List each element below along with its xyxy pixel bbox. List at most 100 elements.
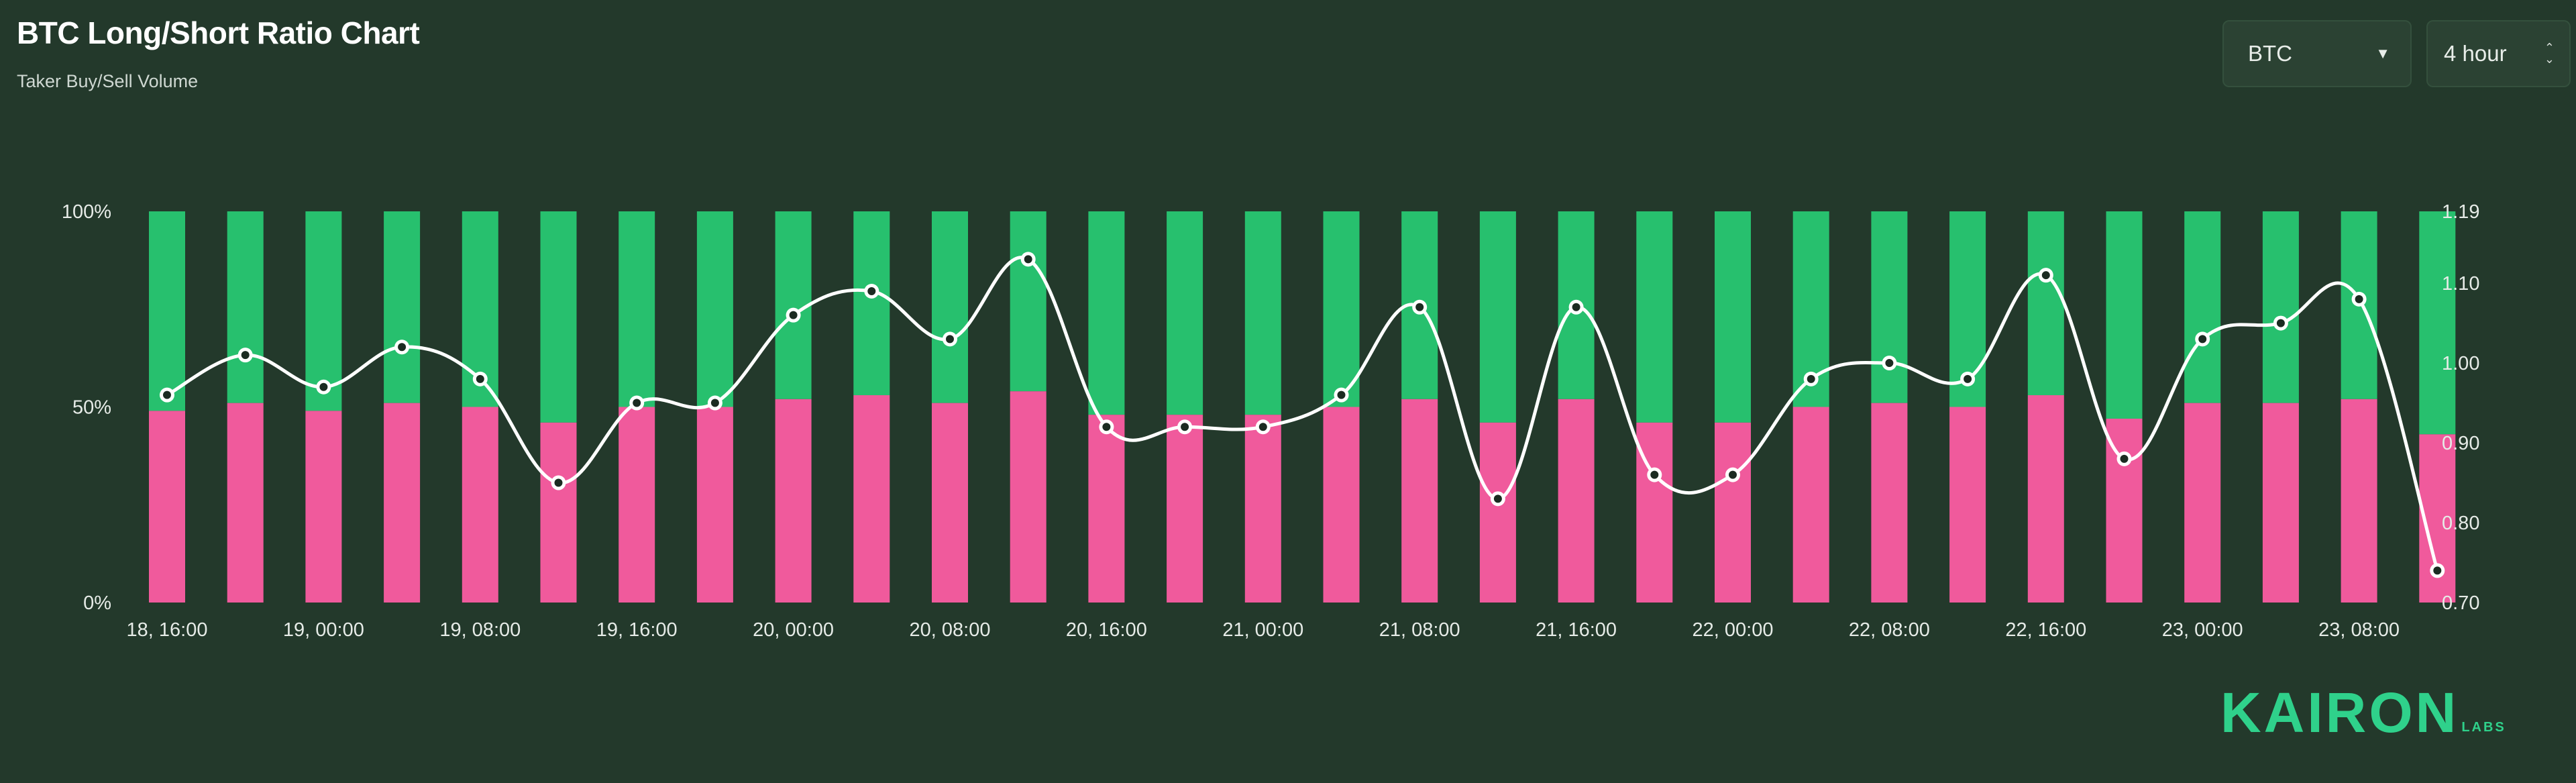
short-bar [462, 407, 498, 603]
ratio-point-center [867, 286, 876, 295]
y-right-tick-label: 1.10 [2442, 273, 2479, 295]
page-title: BTC Long/Short Ratio Chart [17, 15, 420, 50]
ratio-point-center [1102, 423, 1111, 431]
short-bar [1871, 403, 1908, 603]
short-bar [1558, 399, 1595, 603]
y-left-tick-label: 100% [62, 201, 111, 223]
x-tick-label: 23, 00:00 [2162, 619, 2243, 641]
ratio-point-center [2355, 295, 2363, 303]
up-down-arrows-icon: ⌃ ⌄ [2544, 41, 2555, 66]
short-bar [1010, 391, 1046, 603]
long-bar [2106, 211, 2143, 419]
ratio-point-center [1415, 303, 1424, 311]
ratio-point-center [398, 343, 407, 352]
y-right-tick-label: 1.19 [2442, 201, 2479, 223]
long-bar [1871, 211, 1908, 403]
short-bar [540, 422, 577, 603]
long-bar [1167, 211, 1203, 415]
ratio-point-center [1337, 390, 1346, 399]
y-left-tick-label: 0% [83, 592, 111, 614]
x-tick-label: 19, 16:00 [596, 619, 678, 641]
long-bar [1636, 211, 1673, 423]
timeframe-select[interactable]: 4 hour ⌃ ⌄ [2426, 20, 2571, 87]
caret-down-icon: ▼ [2375, 45, 2390, 62]
long-bar [2184, 211, 2221, 403]
y-right-tick-label: 0.80 [2442, 513, 2479, 534]
short-bar [1244, 415, 1281, 603]
page-subtitle: Taker Buy/Sell Volume [17, 71, 199, 91]
short-bar [1949, 407, 1986, 603]
kairon-logo: KAIRON LABS [2220, 684, 2506, 741]
x-tick-label: 18, 16:00 [127, 619, 208, 641]
ratio-point-center [2120, 454, 2129, 463]
long-bar [2419, 211, 2456, 435]
x-tick-label: 22, 08:00 [1849, 619, 1930, 641]
long-bar [2262, 211, 2299, 403]
y-left-tick-label: 50% [72, 397, 111, 419]
long-bar [1244, 211, 1281, 415]
y-right-tick-label: 0.70 [2442, 592, 2479, 614]
short-bar [1479, 422, 1516, 603]
short-bar [2262, 403, 2299, 603]
short-bar [227, 403, 264, 603]
short-bar [2027, 395, 2064, 603]
long-bar [932, 211, 968, 403]
ratio-point-center [1024, 255, 1032, 264]
short-bar [853, 395, 890, 603]
ratio-point-center [710, 399, 719, 407]
long-bar [227, 211, 264, 403]
y-right-tick-label: 1.00 [2442, 353, 2479, 374]
x-tick-label: 21, 08:00 [1379, 619, 1460, 641]
ratio-point-center [554, 478, 563, 487]
long-bar [1479, 211, 1516, 423]
short-bar [149, 411, 185, 603]
ratio-point-center [1650, 470, 1659, 479]
x-tick-label: 20, 08:00 [910, 619, 991, 641]
ratio-point-center [319, 382, 328, 391]
short-bar [2341, 399, 2377, 603]
short-bar [305, 411, 342, 603]
ratio-point-center [1181, 423, 1189, 431]
symbol-select[interactable]: BTC ▼ [2222, 20, 2412, 87]
x-tick-label: 19, 08:00 [439, 619, 521, 641]
ratio-line [166, 256, 2439, 572]
long-bar [384, 211, 421, 403]
x-tick-label: 21, 16:00 [1536, 619, 1617, 641]
ratio-point-center [1807, 374, 1815, 383]
short-bar [2106, 418, 2143, 603]
short-bar [1088, 415, 1125, 603]
ratio-point-center [1885, 359, 1894, 368]
logo-suffix: LABS [2461, 720, 2506, 735]
long-bar [619, 211, 655, 407]
ratio-point-center [163, 390, 171, 399]
short-bar [1323, 407, 1360, 603]
ratio-point-center [241, 351, 250, 360]
x-tick-label: 23, 08:00 [2318, 619, 2400, 641]
ratio-point-center [946, 335, 954, 344]
x-tick-label: 20, 00:00 [753, 619, 834, 641]
short-bar [619, 407, 655, 603]
short-bar [2184, 403, 2221, 603]
ratio-point-center [633, 399, 641, 407]
short-bar [932, 403, 968, 603]
timeframe-select-value: 4 hour [2444, 41, 2507, 66]
short-bar [1792, 407, 1829, 603]
long-bar [853, 211, 890, 396]
short-bar [1167, 415, 1203, 603]
long-bar [540, 211, 577, 423]
ratio-point-center [1493, 494, 1502, 503]
ratio-point-center [2198, 335, 2207, 344]
ratio-point-center [2041, 271, 2050, 280]
ratio-point-center [1258, 423, 1267, 431]
ratio-point-center [789, 311, 798, 319]
ratio-point-center [2433, 566, 2442, 575]
long-bar [1010, 211, 1046, 392]
long-bar [149, 211, 185, 411]
short-bar [1715, 422, 1751, 603]
long-bar [1088, 211, 1125, 415]
long-bar [2027, 211, 2064, 396]
x-tick-label: 22, 00:00 [1693, 619, 1774, 641]
short-bar [1401, 399, 1438, 603]
ratio-point-center [2276, 319, 2285, 327]
